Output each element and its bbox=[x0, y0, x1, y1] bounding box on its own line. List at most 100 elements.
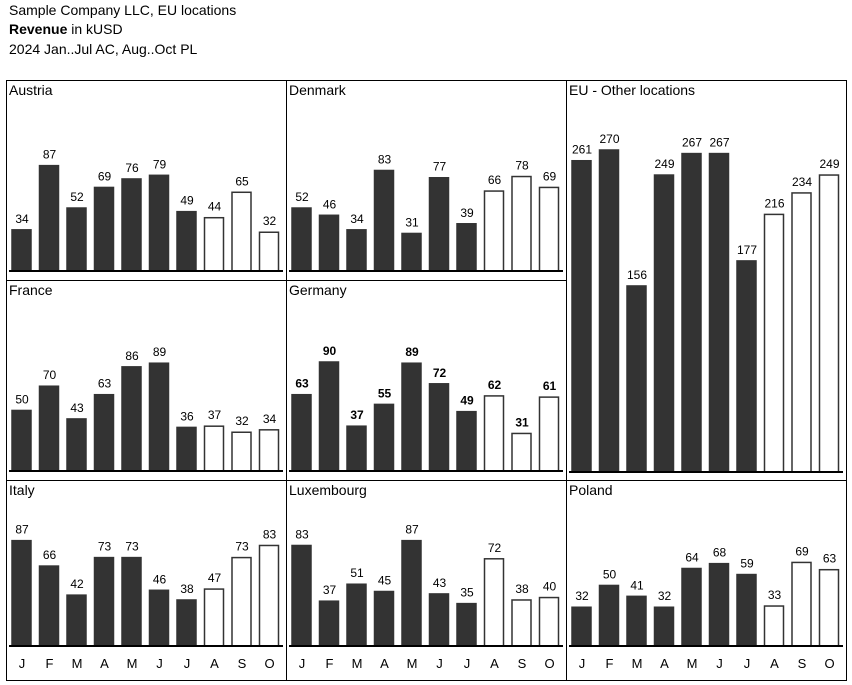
data-label: 69 bbox=[795, 544, 809, 558]
panel-france: France 50 70 43 63 86 89 36 37 32 34 bbox=[6, 280, 287, 481]
data-label: 87 bbox=[15, 523, 29, 537]
bar-germany-8 bbox=[511, 432, 532, 472]
bar-france-5 bbox=[148, 362, 170, 472]
bar-eu-other-locations-5 bbox=[708, 152, 730, 473]
month-tick-label: J bbox=[579, 656, 586, 671]
bar-germany-5 bbox=[428, 383, 450, 472]
data-label: 78 bbox=[515, 159, 529, 173]
panel-denmark: Denmark 52 46 34 83 31 77 39 66 78 69 bbox=[286, 80, 567, 281]
month-tick-label: S bbox=[238, 656, 247, 671]
month-tick-label: A bbox=[660, 656, 669, 671]
panel-title: Italy bbox=[9, 482, 35, 498]
data-label: 63 bbox=[823, 552, 837, 566]
data-label: 261 bbox=[572, 143, 592, 157]
data-label: 32 bbox=[658, 589, 672, 603]
report-period: 2024 Jan..Jul AC, Aug..Oct PL bbox=[9, 41, 198, 57]
bar-poland-2 bbox=[626, 595, 647, 647]
month-tick-label: J bbox=[436, 656, 443, 671]
data-label: 41 bbox=[630, 578, 644, 592]
bar-denmark-0 bbox=[291, 207, 312, 272]
month-tick-label: J bbox=[184, 656, 191, 671]
month-tick-label: A bbox=[770, 656, 779, 671]
data-label: 46 bbox=[323, 197, 337, 211]
month-tick-label: O bbox=[264, 656, 274, 671]
data-label: 44 bbox=[208, 200, 222, 214]
data-label: 34 bbox=[263, 412, 277, 426]
bar-austria-1 bbox=[38, 164, 60, 272]
bar-germany-2 bbox=[346, 425, 367, 472]
report-subtitle-company: Sample Company LLC, EU locations bbox=[9, 2, 237, 18]
bar-eu-other-locations-6 bbox=[736, 260, 757, 473]
data-label: 49 bbox=[460, 394, 474, 408]
bar-denmark-7 bbox=[483, 190, 505, 272]
panel-title: France bbox=[9, 282, 53, 298]
month-tick-label: M bbox=[632, 656, 643, 671]
month-tick-label: M bbox=[127, 656, 138, 671]
month-tick-label: M bbox=[687, 656, 698, 671]
panel-poland: Poland 32 50 41 32 64 68 59 33 69 63 J F M A M J J A S O bbox=[566, 480, 847, 681]
bar-france-9 bbox=[258, 429, 280, 472]
bar-germany-6 bbox=[456, 410, 477, 472]
panel-germany: Germany 63 90 37 55 89 72 49 62 31 61 bbox=[286, 280, 567, 481]
data-label: 66 bbox=[488, 173, 502, 187]
data-label: 83 bbox=[263, 527, 277, 541]
bar-luxembourg-8 bbox=[511, 599, 532, 647]
data-label: 69 bbox=[98, 169, 112, 183]
bar-italy-4 bbox=[121, 556, 142, 647]
bar-austria-8 bbox=[231, 191, 252, 272]
bar-germany-7 bbox=[483, 395, 505, 472]
bar-denmark-6 bbox=[456, 223, 477, 272]
bar-italy-8 bbox=[231, 556, 252, 647]
bar-denmark-8 bbox=[511, 175, 532, 272]
data-label: 47 bbox=[208, 571, 222, 585]
panel-frame bbox=[286, 480, 567, 681]
measure-unit: in kUSD bbox=[67, 21, 123, 37]
data-label: 39 bbox=[460, 206, 474, 220]
month-tick-label: S bbox=[518, 656, 527, 671]
bar-france-3 bbox=[93, 393, 115, 472]
bar-poland-9 bbox=[818, 568, 840, 647]
panel-title: Luxembourg bbox=[289, 482, 367, 498]
panel-title: Germany bbox=[289, 282, 347, 298]
panel-luxembourg: Luxembourg 83 37 51 45 87 43 35 72 38 40 J F M A M J J A S O bbox=[286, 480, 567, 681]
bar-germany-1 bbox=[318, 361, 340, 472]
bar-austria-6 bbox=[176, 210, 197, 272]
bar-austria-7 bbox=[203, 216, 225, 272]
bar-luxembourg-3 bbox=[373, 590, 395, 647]
data-label: 73 bbox=[235, 540, 249, 554]
data-label: 52 bbox=[295, 190, 309, 204]
data-label: 177 bbox=[737, 243, 757, 257]
bar-luxembourg-5 bbox=[428, 593, 450, 647]
bar-eu-other-locations-0 bbox=[571, 159, 592, 473]
panel-italy: Italy 87 66 42 73 73 46 38 47 73 83 J F M A M J J A S O bbox=[6, 480, 287, 681]
data-label: 59 bbox=[740, 557, 754, 571]
data-label: 69 bbox=[543, 169, 557, 183]
data-label: 249 bbox=[654, 157, 674, 171]
bar-austria-9 bbox=[258, 231, 280, 272]
month-tick-label: F bbox=[326, 656, 334, 671]
data-label: 83 bbox=[295, 527, 309, 541]
bar-italy-6 bbox=[176, 599, 197, 647]
month-tick-label: F bbox=[606, 656, 614, 671]
bar-austria-3 bbox=[93, 186, 115, 272]
bar-austria-2 bbox=[66, 207, 87, 272]
month-tick-label: J bbox=[156, 656, 163, 671]
bar-germany-0 bbox=[291, 393, 312, 472]
month-tick-label: M bbox=[407, 656, 418, 671]
data-label: 34 bbox=[15, 212, 29, 226]
data-label: 68 bbox=[713, 546, 727, 560]
month-tick-label: J bbox=[464, 656, 471, 671]
data-label: 31 bbox=[405, 215, 419, 229]
data-label: 38 bbox=[180, 582, 194, 596]
bar-eu-other-locations-2 bbox=[626, 285, 647, 473]
bar-luxembourg-9 bbox=[538, 596, 560, 647]
bar-eu-other-locations-3 bbox=[653, 174, 675, 473]
bar-luxembourg-0 bbox=[291, 544, 312, 647]
bar-luxembourg-7 bbox=[483, 558, 505, 647]
data-label: 156 bbox=[627, 268, 647, 282]
data-label: 37 bbox=[350, 408, 364, 422]
bar-germany-3 bbox=[373, 403, 395, 472]
data-label: 249 bbox=[819, 157, 839, 171]
month-tick-label: A bbox=[100, 656, 109, 671]
bar-poland-8 bbox=[791, 561, 812, 647]
